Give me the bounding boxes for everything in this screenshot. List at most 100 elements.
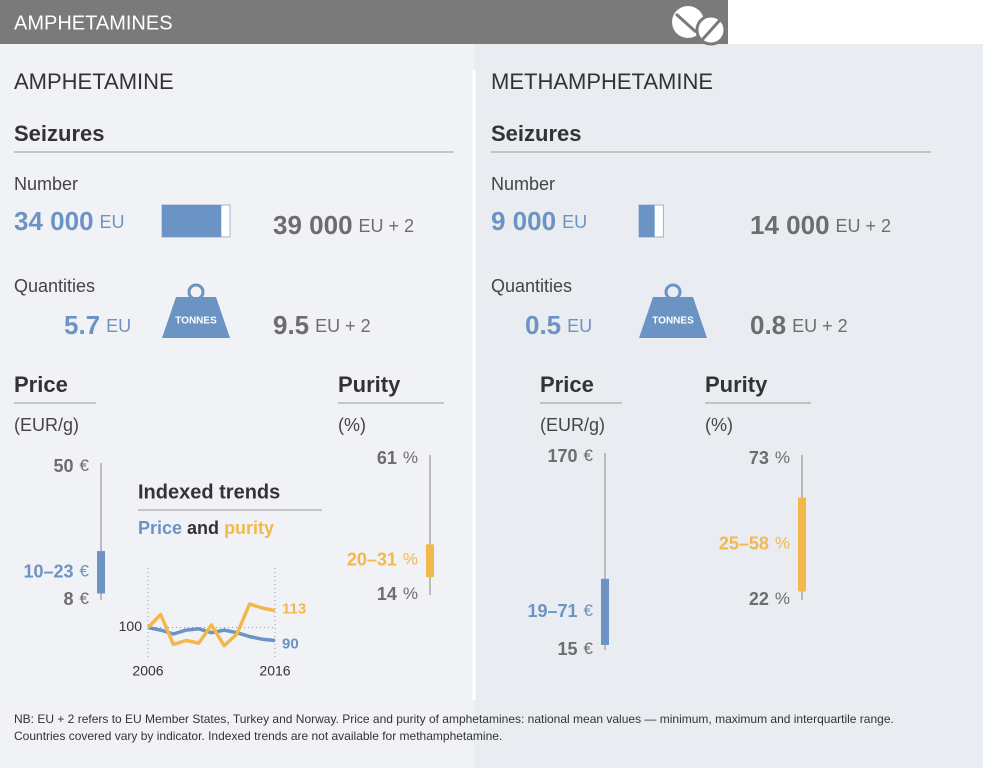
left-panel-bg: [0, 44, 474, 768]
price-max-unit: €: [80, 456, 90, 475]
legend-entry: purity: [224, 518, 274, 538]
price-iqr-label: 19–71 €: [527, 601, 593, 621]
price-iqr: [601, 578, 609, 645]
purity-iqr-label-unit: %: [403, 550, 418, 569]
purity-min-unit: %: [775, 589, 790, 608]
price-max-value: 50: [54, 456, 74, 476]
seizures-eu-unit: EU: [562, 212, 587, 232]
number-label: Number: [491, 174, 555, 194]
seizures-eu2-unit: EU + 2: [359, 216, 415, 236]
seizures-eu2-value: 39 000: [273, 210, 353, 240]
price-min-value: 15: [558, 639, 578, 659]
price-max-unit: €: [584, 446, 594, 465]
x-tick-label: 2006: [132, 663, 163, 679]
quantities-eu-value: 5.7: [64, 310, 100, 340]
header-title: AMPHETAMINES: [14, 12, 173, 34]
panel-title: METHAMPHETAMINE: [491, 69, 713, 94]
trend-line: [146, 602, 276, 648]
price-title: Price: [540, 372, 594, 397]
quantities-label: Quantities: [491, 276, 572, 296]
weight-icon: [639, 297, 707, 338]
purity-min-value: 22: [749, 589, 769, 609]
weight-icon: [162, 297, 230, 338]
purity-iqr-label: 20–31%: [347, 549, 418, 569]
trend-title: Indexed trends: [138, 481, 280, 503]
price-unit-label: (EUR/g): [540, 415, 605, 435]
purity-min-unit: %: [403, 584, 418, 603]
purity-unit-label: (%): [705, 415, 733, 435]
purity-max-value: 73: [749, 448, 769, 468]
footnote: NB: EU + 2 refers to EU Member States, T…: [14, 712, 894, 726]
quantities-eu2-value: 9.5: [273, 310, 309, 340]
seizures-eu: 34 000 EU: [14, 206, 125, 236]
seizures-eu-unit: EU: [100, 212, 125, 232]
price-max-value: 170: [547, 446, 577, 466]
footnote: Countries covered vary by indicator. Ind…: [14, 729, 502, 743]
price-min: 15 €: [558, 639, 594, 659]
purity-iqr: [426, 544, 434, 578]
legend-joiner: and: [187, 518, 219, 538]
legend: Price and purity: [138, 518, 274, 538]
end-value-label: 113: [282, 601, 306, 618]
seizures-eu: 9 000 EU: [491, 206, 587, 236]
price-min-unit: €: [80, 589, 90, 608]
weight-label: TONNES: [175, 316, 217, 327]
price-max: 170 €: [547, 446, 593, 466]
purity-max-unit: %: [403, 448, 418, 467]
quantities-eu2: 9.5 EU + 2: [273, 310, 371, 340]
purity-iqr: [798, 497, 806, 592]
purity-min-value: 14: [377, 584, 397, 604]
pill-icon: [672, 6, 727, 46]
quantities-eu2-unit: EU + 2: [315, 316, 371, 336]
quantities-eu: 0.5 EU: [525, 310, 592, 340]
price-iqr-label-unit: €: [80, 562, 90, 581]
purity-max-unit: %: [775, 448, 790, 467]
purity-iqr-label-value: 25–58: [719, 533, 769, 553]
price-min-unit: €: [584, 639, 594, 658]
price-iqr-label-value: 19–71: [527, 601, 577, 621]
weight-handle: [187, 283, 205, 301]
quantities-eu2: 0.8 EU + 2: [750, 310, 848, 340]
purity-iqr-label-value: 20–31: [347, 549, 397, 569]
quantities-eu-unit: EU: [567, 316, 592, 336]
seizures-eu-bar: [162, 205, 222, 237]
price-iqr-label-unit: €: [584, 601, 594, 620]
seizures-eu-value: 9 000: [491, 206, 556, 236]
seizures-eu-bar: [639, 205, 655, 237]
header-bar: [0, 0, 728, 44]
seizures-eu2: 14 000 EU + 2: [750, 210, 891, 240]
price-min-value: 8: [64, 589, 74, 609]
price-unit-label: (EUR/g): [14, 415, 79, 435]
seizures-eu2-value: 14 000: [750, 210, 830, 240]
price-title: Price: [14, 372, 68, 397]
legend-entry: Price: [138, 518, 182, 538]
x-tick-label: 2016: [259, 663, 290, 679]
purity-title: Purity: [338, 372, 401, 397]
quantities-label: Quantities: [14, 276, 95, 296]
purity-max: 61%: [377, 448, 418, 468]
panel-title: AMPHETAMINE: [14, 69, 174, 94]
y-tick-label: 100: [119, 618, 143, 634]
section-title: Seizures: [14, 121, 105, 146]
number-label: Number: [14, 174, 78, 194]
purity-min: 14%: [377, 584, 418, 604]
price-iqr-label-value: 10–23: [23, 561, 73, 581]
purity-max-value: 61: [377, 448, 397, 468]
price-min: 8 €: [64, 589, 90, 609]
quantities-eu2-unit: EU + 2: [792, 316, 848, 336]
quantities-eu: 5.7 EU: [64, 310, 131, 340]
seizures-eu2: 39 000 EU + 2: [273, 210, 414, 240]
weight-handle: [664, 283, 682, 301]
weight-label: TONNES: [652, 316, 694, 327]
seizures-eu2-unit: EU + 2: [836, 216, 892, 236]
purity-max: 73%: [749, 448, 790, 468]
quantities-eu-value: 0.5: [525, 310, 561, 340]
seizures-eu-value: 34 000: [14, 206, 94, 236]
purity-unit-label: (%): [338, 415, 366, 435]
price-iqr-label: 10–23 €: [23, 561, 89, 581]
quantities-eu2-value: 0.8: [750, 310, 786, 340]
right-panel-bg: [474, 44, 983, 768]
end-value-label: 90: [282, 635, 299, 652]
price-iqr: [97, 551, 105, 594]
